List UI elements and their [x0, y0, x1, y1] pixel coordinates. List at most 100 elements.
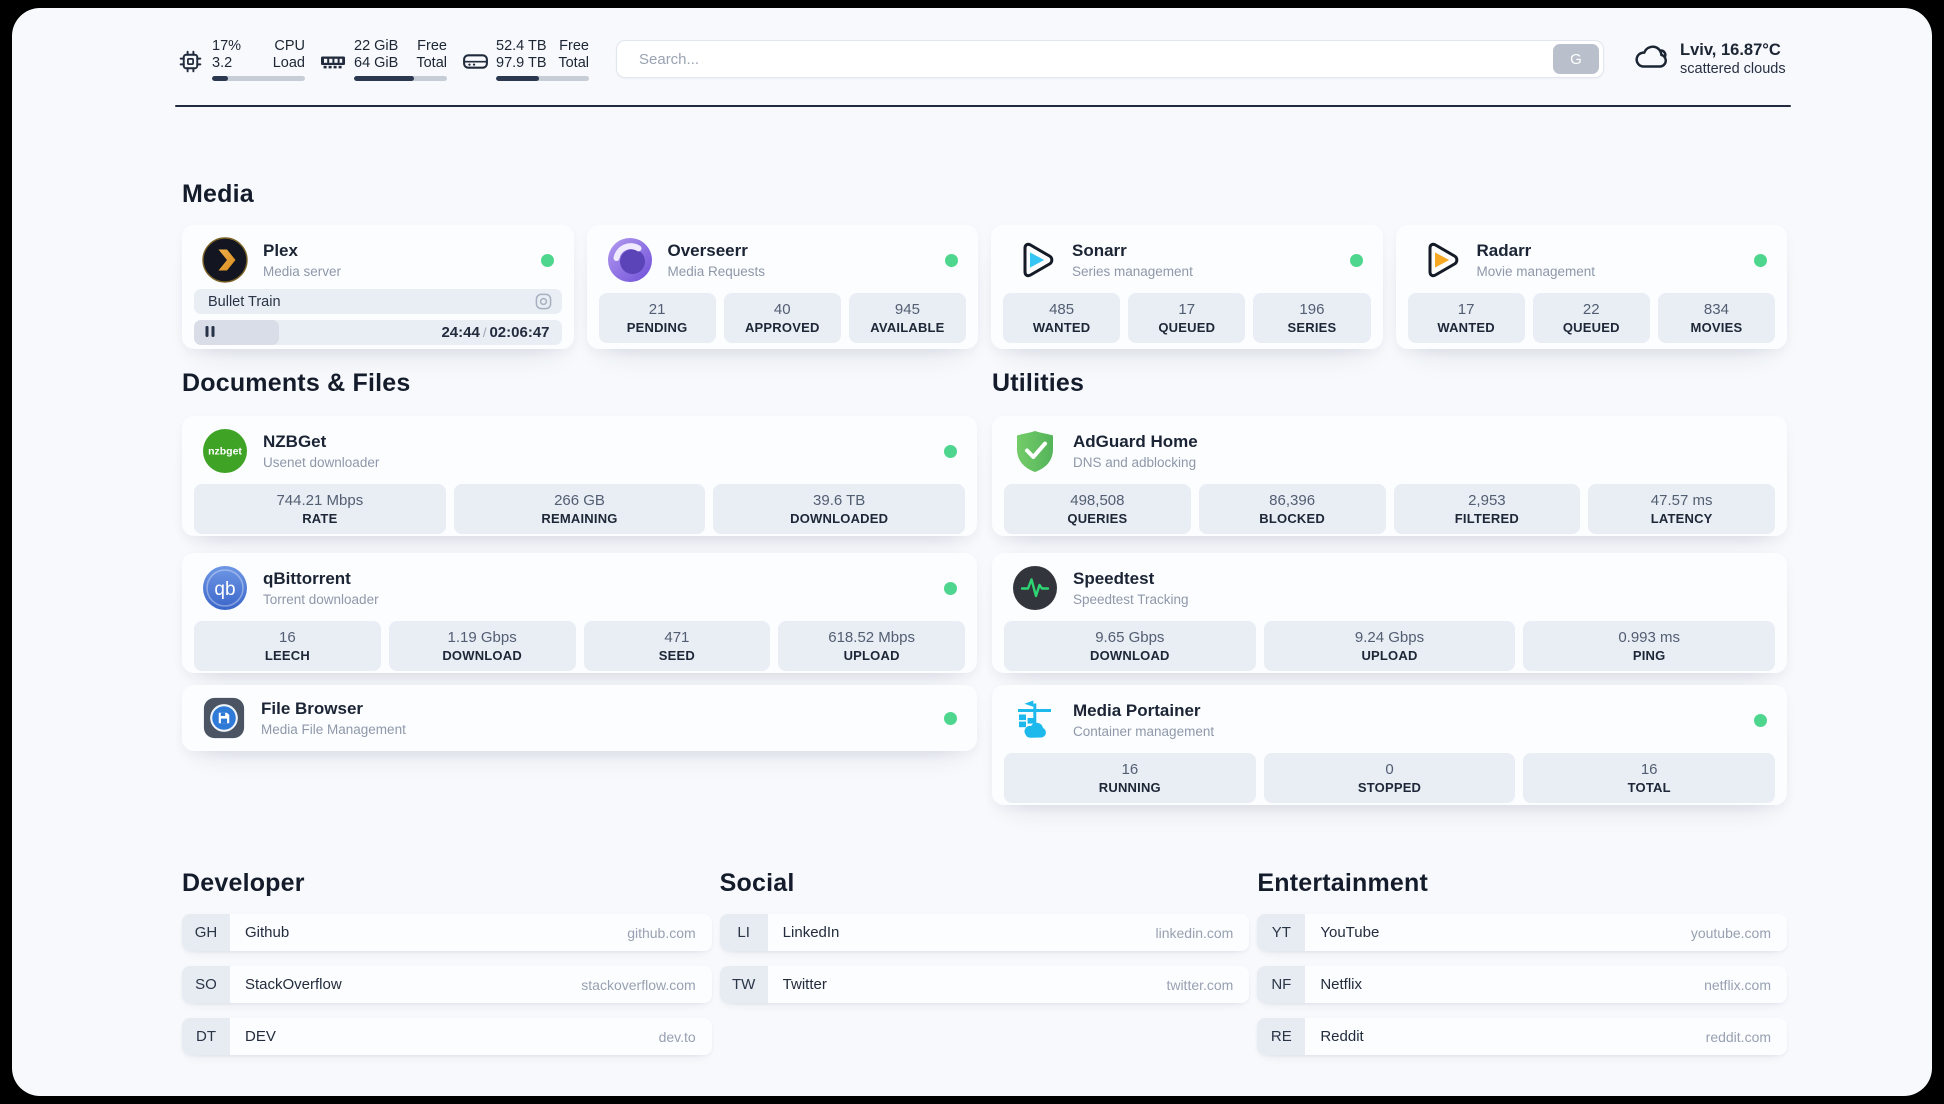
- svg-text:qb: qb: [214, 579, 235, 600]
- app-description: Torrent downloader: [263, 591, 379, 607]
- header-divider: [175, 105, 1791, 107]
- app-description: Speedtest Tracking: [1073, 591, 1189, 607]
- cpu-percent: 17%: [212, 37, 242, 54]
- stat-box: 266 GB REMAINING: [453, 484, 706, 534]
- stat-label: RUNNING: [1098, 779, 1161, 795]
- weather-widget: Lviv, 16.87°C scattered clouds: [1632, 40, 1802, 79]
- link-domain: reddit.com: [1705, 1028, 1772, 1045]
- link-domain: netflix.com: [1704, 976, 1772, 993]
- app-description: Usenet downloader: [263, 454, 380, 470]
- stat-value: 1.19 Gbps: [447, 628, 517, 646]
- stat-value: 17: [1457, 300, 1475, 318]
- app-card-speedtest[interactable]: Speedtest Speedtest Tracking 9.65 Gbps DO…: [992, 553, 1787, 673]
- app-card-adguard[interactable]: AdGuard Home DNS and adblocking 498,508 Q…: [992, 416, 1787, 536]
- link-domain: github.com: [627, 924, 696, 941]
- radarr-icon: [1416, 237, 1462, 283]
- svg-text:nzbget: nzbget: [208, 446, 242, 458]
- stat-box: 17 WANTED: [1407, 293, 1525, 343]
- link-abbr-badge: YT: [1257, 914, 1306, 951]
- app-card-portainer[interactable]: Media Portainer Container management 16 R…: [992, 685, 1787, 805]
- social-column: Social LI LinkedIn linkedin.com TW Twitt…: [719, 868, 1250, 1055]
- app-card-filebrowser[interactable]: File Browser Media File Management: [182, 685, 977, 751]
- disk-label-bottom: Total: [558, 54, 589, 71]
- disk-free: 52.4 TB: [496, 37, 547, 54]
- link-row-dev[interactable]: DT DEV dev.to: [182, 1018, 712, 1055]
- stat-value: 0.993 ms: [1618, 628, 1681, 646]
- app-card-radarr[interactable]: Radarr Movie management 17 WANTED 22 QUEUE…: [1395, 225, 1787, 349]
- link-row-twitter[interactable]: TW Twitter twitter.com: [719, 966, 1250, 1003]
- link-row-reddit[interactable]: RE Reddit reddit.com: [1257, 1018, 1788, 1055]
- session-info-icon[interactable]: [535, 293, 552, 310]
- stat-label: QUEUED: [1158, 319, 1216, 335]
- utilities-column: Utilities: [992, 368, 1787, 805]
- stat-label: APPROVED: [744, 319, 820, 335]
- link-row-youtube[interactable]: YT YouTube youtube.com: [1257, 914, 1788, 951]
- link-domain: stackoverflow.com: [581, 976, 696, 993]
- app-description: Movie management: [1476, 263, 1596, 279]
- link-row-stackoverflow[interactable]: SO StackOverflow stackoverflow.com: [182, 966, 712, 1003]
- link-abbr-badge: DT: [182, 1018, 230, 1055]
- stat-label: PENDING: [626, 319, 688, 335]
- stat-value: 945: [894, 300, 920, 318]
- search-engine-button[interactable]: G: [1553, 44, 1599, 74]
- stat-box: 21 PENDING: [598, 293, 716, 343]
- ram-free: 22 GiB: [354, 37, 399, 54]
- now-playing-row: Bullet Train: [194, 289, 562, 314]
- app-card-qbittorrent[interactable]: qb qBittorrent Torrent downloader 16 LEEC…: [182, 553, 977, 673]
- plex-icon: [202, 237, 248, 283]
- stat-label: PING: [1632, 647, 1666, 663]
- stat-label: WANTED: [1032, 319, 1091, 335]
- stat-box: 618.52 Mbps UPLOAD: [778, 621, 965, 671]
- stat-label: QUEUED: [1562, 319, 1620, 335]
- weather-condition: scattered clouds: [1680, 61, 1786, 77]
- now-playing-title: Bullet Train: [208, 293, 281, 310]
- stat-value: 0: [1385, 760, 1394, 778]
- link-domain: youtube.com: [1690, 924, 1772, 941]
- app-card-sonarr[interactable]: Sonarr Series management 485 WANTED 17 QUE…: [991, 225, 1383, 349]
- app-name: Speedtest: [1073, 568, 1155, 588]
- section-title-developer: Developer: [182, 869, 305, 897]
- pause-icon[interactable]: [205, 324, 215, 342]
- stat-box: 945 AVAILABLE: [848, 293, 967, 343]
- system-widgets: 17% CPU 3.2 Load 22 GiB Free: [177, 38, 589, 81]
- overseerr-icon: [607, 237, 653, 283]
- stat-box: 16 RUNNING: [1004, 753, 1256, 803]
- app-name: Radarr: [1476, 240, 1532, 260]
- link-row-linkedin[interactable]: LI LinkedIn linkedin.com: [719, 914, 1250, 951]
- stat-label: SERIES: [1287, 319, 1337, 335]
- stat-value: 47.57 ms: [1650, 491, 1713, 509]
- qbittorrent-icon: qb: [202, 565, 248, 611]
- link-row-netflix[interactable]: NF Netflix netflix.com: [1257, 966, 1788, 1003]
- search-input[interactable]: [617, 50, 1553, 68]
- stat-label: TOTAL: [1627, 779, 1671, 795]
- status-online-dot: [944, 444, 957, 458]
- link-abbr-badge: GH: [182, 914, 230, 951]
- link-abbr-badge: LI: [719, 914, 768, 951]
- app-card-overseerr[interactable]: Overseerr Media Requests 21 PENDING 40 APP…: [586, 225, 978, 349]
- stat-box: 16 TOTAL: [1523, 753, 1776, 803]
- stat-box: 9.65 Gbps DOWNLOAD: [1004, 621, 1256, 671]
- status-online-dot: [1754, 253, 1767, 267]
- stat-label: AVAILABLE: [870, 319, 945, 335]
- status-online-dot: [1349, 253, 1363, 267]
- top-bar: 17% CPU 3.2 Load 22 GiB Free: [177, 35, 1802, 83]
- ram-label-bottom: Total: [416, 54, 447, 71]
- stat-box: 47.57 ms LATENCY: [1588, 484, 1775, 534]
- disk-total: 97.9 TB: [496, 54, 547, 71]
- disk-label-top: Free: [559, 37, 589, 54]
- stat-label: BLOCKED: [1259, 510, 1325, 526]
- status-online-dot: [540, 253, 554, 267]
- app-card-plex[interactable]: Plex Media server Bullet Train: [182, 225, 574, 349]
- cpu-label-bottom: Load: [272, 54, 305, 71]
- stat-box: 39.6 TB DOWNLOADED: [713, 484, 966, 534]
- link-domain: twitter.com: [1166, 976, 1234, 993]
- search-bar: G: [616, 40, 1604, 78]
- stat-box: 9.24 Gbps UPLOAD: [1263, 621, 1516, 671]
- stat-label: STOPPED: [1357, 779, 1422, 795]
- stat-label: LATENCY: [1650, 510, 1713, 526]
- app-card-nzbget[interactable]: nzbget NZBGet Usenet downloader 744.21 M…: [182, 416, 977, 536]
- link-row-github[interactable]: GH Github github.com: [182, 914, 712, 951]
- ram-progress-track: [354, 75, 447, 81]
- nzbget-icon: nzbget: [202, 428, 248, 474]
- playback-time: 24:44/02:06:47: [441, 324, 550, 341]
